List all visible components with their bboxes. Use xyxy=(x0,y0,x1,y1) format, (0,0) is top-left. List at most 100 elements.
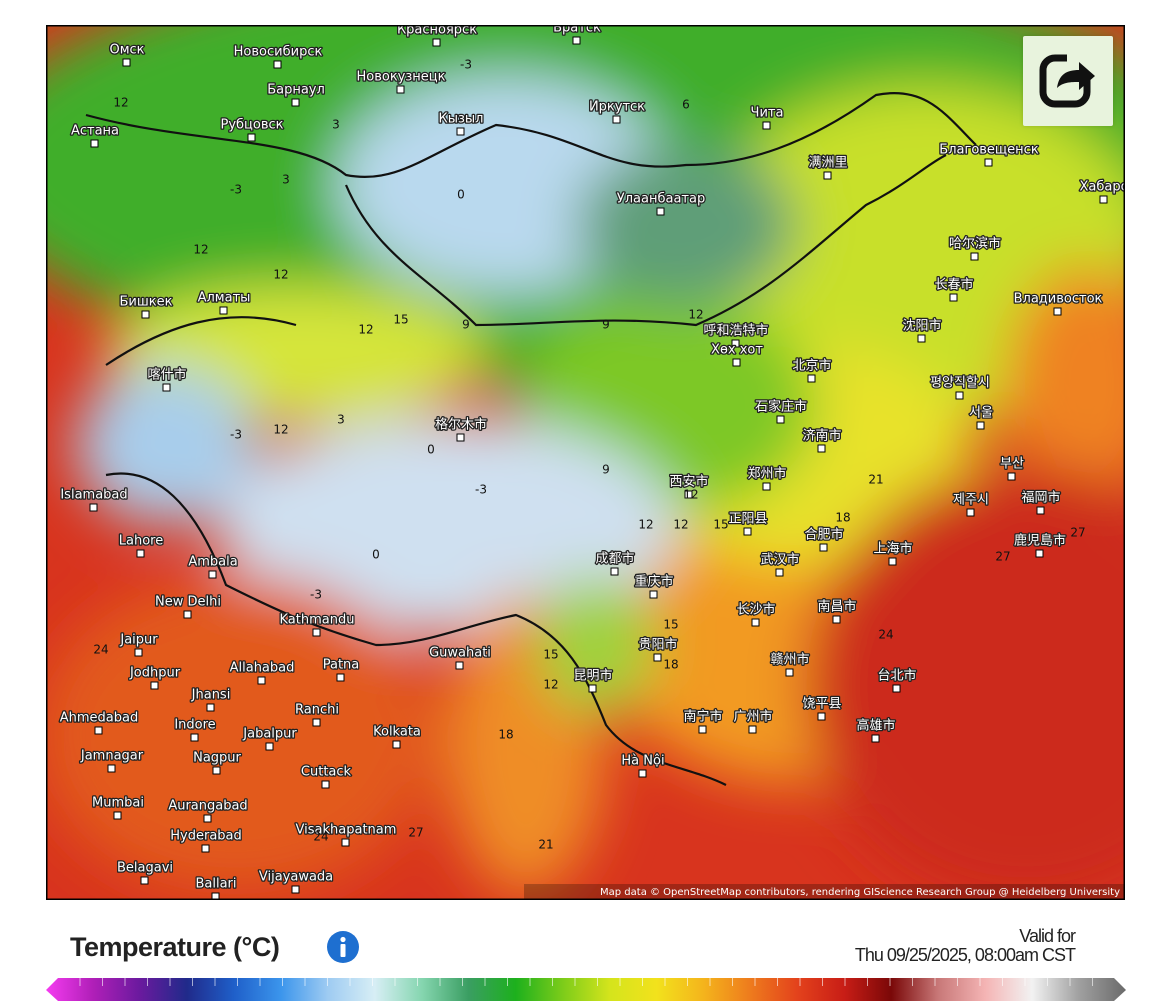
city-label: Барнаул xyxy=(267,83,325,98)
city-marker xyxy=(247,133,256,142)
city-label: Belagavi xyxy=(117,861,173,876)
contour-label: 6 xyxy=(682,98,690,112)
city-label: 正阳县 xyxy=(728,512,767,527)
city-marker xyxy=(966,508,975,517)
city-label: 福岡市 xyxy=(1021,490,1060,506)
city-marker xyxy=(748,725,757,734)
city-marker xyxy=(203,814,212,823)
city-label: 贵阳市 xyxy=(638,637,677,653)
attribution-backdrop xyxy=(524,884,1125,900)
city-label: Рубцовск xyxy=(220,118,283,133)
city-label: 长春市 xyxy=(934,277,973,293)
contour-label: 9 xyxy=(602,463,610,477)
city-label: Cuttack xyxy=(301,765,352,780)
city-marker xyxy=(955,391,964,400)
city-label: 北京市 xyxy=(792,358,831,374)
city-marker xyxy=(162,383,171,392)
city-marker xyxy=(1007,472,1016,481)
city-label: Guwahati xyxy=(429,646,491,661)
city-label: Jamnagar xyxy=(80,749,144,764)
contour-label: 0 xyxy=(457,188,465,202)
map-frame xyxy=(46,25,1125,900)
city-marker xyxy=(817,712,826,721)
city-label: Jhansi xyxy=(191,688,231,703)
city-marker xyxy=(113,811,122,820)
city-marker xyxy=(649,590,658,599)
city-label: 喀什市 xyxy=(147,367,186,383)
city-label: Хөх хот xyxy=(711,343,763,358)
city-label: 哈尔滨市 xyxy=(949,236,1001,252)
city-marker xyxy=(785,668,794,677)
city-marker xyxy=(698,725,707,734)
contour-label: 24 xyxy=(93,643,108,657)
city-label: Hyderabad xyxy=(170,829,242,844)
city-label: Aurangabad xyxy=(168,799,247,814)
contour-label: 0 xyxy=(427,443,435,457)
city-marker xyxy=(396,85,405,94)
contour-label: 12 xyxy=(543,678,558,692)
markers xyxy=(89,36,1108,900)
city-label: Алматы xyxy=(198,291,251,306)
city-marker xyxy=(1099,195,1108,204)
contour-label: 18 xyxy=(835,511,850,525)
city-marker xyxy=(212,766,221,775)
city-marker xyxy=(150,681,159,690)
city-label: Кызыл xyxy=(439,112,484,127)
city-marker xyxy=(90,139,99,148)
city-label: Хабаро xyxy=(1079,180,1125,195)
city-marker xyxy=(336,673,345,682)
contour-label: -3 xyxy=(460,58,472,72)
city-marker xyxy=(588,684,597,693)
city-label: 饶平县 xyxy=(802,697,841,712)
valid-time: Valid for Thu 09/25/2025, 08:00am CST xyxy=(855,927,1076,965)
city-marker xyxy=(572,36,581,45)
city-marker xyxy=(751,618,760,627)
contour-label: 21 xyxy=(868,473,883,487)
city-label: 济南市 xyxy=(802,428,841,444)
city-label: Астана xyxy=(71,124,119,139)
city-label: 昆明市 xyxy=(573,668,612,684)
city-marker xyxy=(219,306,228,315)
city-marker xyxy=(807,374,816,383)
city-label: Jabalpur xyxy=(242,727,297,742)
city-label: 郑州市 xyxy=(747,466,786,482)
contour-label: 21 xyxy=(538,838,553,852)
city-label: 台北市 xyxy=(877,668,916,684)
share-button[interactable] xyxy=(1023,36,1113,126)
contour-label: 27 xyxy=(408,826,423,840)
city-label: Владивосток xyxy=(1014,292,1103,307)
contour-label: 12 xyxy=(193,243,208,257)
legend-title: Temperature (°C) xyxy=(70,932,280,962)
city-label: Mumbai xyxy=(92,796,144,811)
contour-label: 0 xyxy=(372,548,380,562)
contour-label: 15 xyxy=(663,618,678,632)
temperature-map[interactable]: Омск Новосибирск Красноярск Братск Барнаул Но… xyxy=(46,25,1125,900)
city-label: Красноярск xyxy=(397,25,477,38)
city-marker xyxy=(94,726,103,735)
city-marker xyxy=(976,421,985,430)
city-label: 서울 xyxy=(969,406,993,421)
city-marker xyxy=(341,838,350,847)
city-label: 武汉市 xyxy=(760,552,799,568)
city-marker xyxy=(610,567,619,576)
info-button[interactable] xyxy=(326,930,360,964)
contour-label: 18 xyxy=(663,658,678,672)
city-marker xyxy=(888,557,897,566)
city-marker xyxy=(183,610,192,619)
city-marker xyxy=(291,885,300,894)
city-label: 长沙市 xyxy=(736,602,775,618)
city-label: Братск xyxy=(553,25,601,36)
city-label: Nagpur xyxy=(193,751,241,766)
city-marker xyxy=(776,415,785,424)
city-marker xyxy=(762,482,771,491)
city-marker xyxy=(273,60,282,69)
city-label: Новосибирск xyxy=(234,45,323,60)
city-marker xyxy=(612,115,621,124)
city-marker xyxy=(140,876,149,885)
city-label: 南宁市 xyxy=(683,709,722,725)
city-marker xyxy=(984,158,993,167)
city-marker xyxy=(970,252,979,261)
contour-label: 27 xyxy=(1070,526,1085,540)
city-label: 부산 xyxy=(1000,457,1024,472)
